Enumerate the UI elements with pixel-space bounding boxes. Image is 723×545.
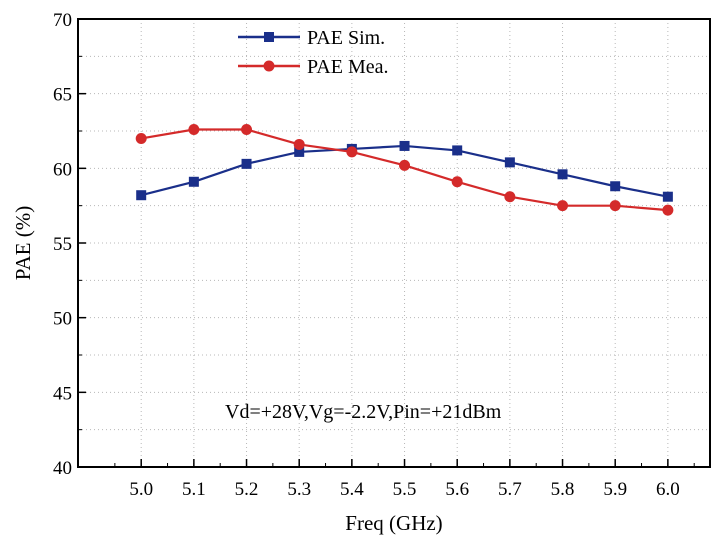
legend: PAE Sim. PAE Mea. bbox=[238, 27, 388, 78]
legend-label-sim: PAE Sim. bbox=[307, 27, 385, 49]
x-tick-label: 5.1 bbox=[182, 479, 206, 500]
y-tick-label: 40 bbox=[53, 458, 72, 479]
bias-annotation: Vd=+28V,Vg=-2.2V,Pin=+21dBm bbox=[225, 401, 502, 423]
x-tick-label: 5.2 bbox=[235, 479, 259, 500]
data-point-mea bbox=[609, 200, 621, 212]
x-tick-label: 5.5 bbox=[393, 479, 417, 500]
data-point-sim bbox=[662, 191, 673, 202]
y-tick-label: 45 bbox=[53, 383, 72, 404]
x-tick-label: 5.7 bbox=[498, 479, 522, 500]
series-layer bbox=[135, 124, 674, 216]
data-point-mea bbox=[451, 176, 463, 188]
y-tick-label: 50 bbox=[53, 309, 72, 330]
x-tick-label: 5.8 bbox=[551, 479, 575, 500]
legend-marker-sim bbox=[264, 32, 274, 42]
data-point-sim bbox=[136, 190, 147, 201]
legend-label-mea: PAE Mea. bbox=[307, 56, 388, 78]
data-point-mea bbox=[188, 124, 200, 136]
x-tick-label: 6.0 bbox=[656, 479, 680, 500]
axis-ticks: 5.0 5.1 5.2 5.3 5.4 5.5 5.6 5.7 5.8 5.9 6.0 40 45 50 5… bbox=[53, 10, 695, 500]
y-tick-label: 55 bbox=[53, 234, 72, 255]
data-point-sim bbox=[610, 181, 621, 192]
data-point-mea bbox=[135, 132, 147, 144]
data-point-sim bbox=[557, 169, 568, 180]
y-tick-label: 70 bbox=[53, 10, 72, 31]
x-tick-label: 5.6 bbox=[445, 479, 469, 500]
x-tick-label: 5.4 bbox=[340, 479, 364, 500]
x-tick-label: 5.3 bbox=[287, 479, 311, 500]
data-point-sim bbox=[504, 157, 515, 168]
data-point-mea bbox=[399, 159, 411, 171]
data-point-sim bbox=[452, 145, 463, 156]
x-tick-label: 5.0 bbox=[129, 479, 153, 500]
y-tick-label: 60 bbox=[53, 159, 72, 180]
data-point-mea bbox=[504, 191, 516, 203]
data-point-mea bbox=[346, 146, 358, 158]
x-tick-label: 5.9 bbox=[603, 479, 627, 500]
data-point-sim bbox=[399, 140, 410, 151]
x-axis-title: Freq (GHz) bbox=[345, 511, 442, 535]
y-tick-label: 65 bbox=[53, 85, 72, 106]
data-point-mea bbox=[293, 138, 305, 150]
legend-marker-mea bbox=[263, 60, 275, 72]
data-point-sim bbox=[294, 146, 305, 157]
data-point-sim bbox=[241, 158, 252, 169]
y-axis-title: PAE (%) bbox=[11, 206, 35, 280]
data-point-mea bbox=[662, 204, 674, 216]
data-point-mea bbox=[241, 124, 253, 136]
data-point-sim bbox=[188, 176, 199, 187]
grid bbox=[78, 19, 710, 467]
data-point-mea bbox=[557, 200, 569, 212]
